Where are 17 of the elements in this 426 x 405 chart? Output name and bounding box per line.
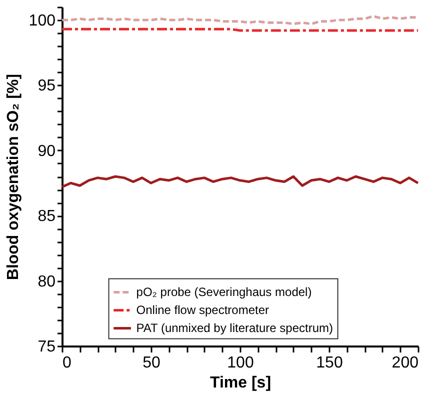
legend-label: PAT (unmixed by literature spectrum) [136,321,334,336]
line-series [60,175,420,188]
x-tick-label: 150 [316,354,343,372]
x-tick-label: 200 [392,354,419,372]
y-tick-label: 90 [38,142,56,160]
y-tick-label: 100 [28,12,56,30]
x-axis-title: Time [s] [210,374,272,392]
x-tick-label: 50 [142,354,160,372]
y-tick-label: 95 [38,78,56,95]
y-tick-label: 85 [38,208,56,226]
x-tick-label: 0 [62,354,72,372]
y-tick-label: 75 [38,338,56,356]
y-axis-title: Blood oxygenation sO₂ [%] [4,74,22,280]
y-tick-label: 80 [38,273,56,290]
x-tick-label: 100 [227,354,254,372]
legend-label: pO₂ probe (Severinghaus model) [136,285,312,300]
legend-label: Online flow spectrometer [136,303,270,318]
